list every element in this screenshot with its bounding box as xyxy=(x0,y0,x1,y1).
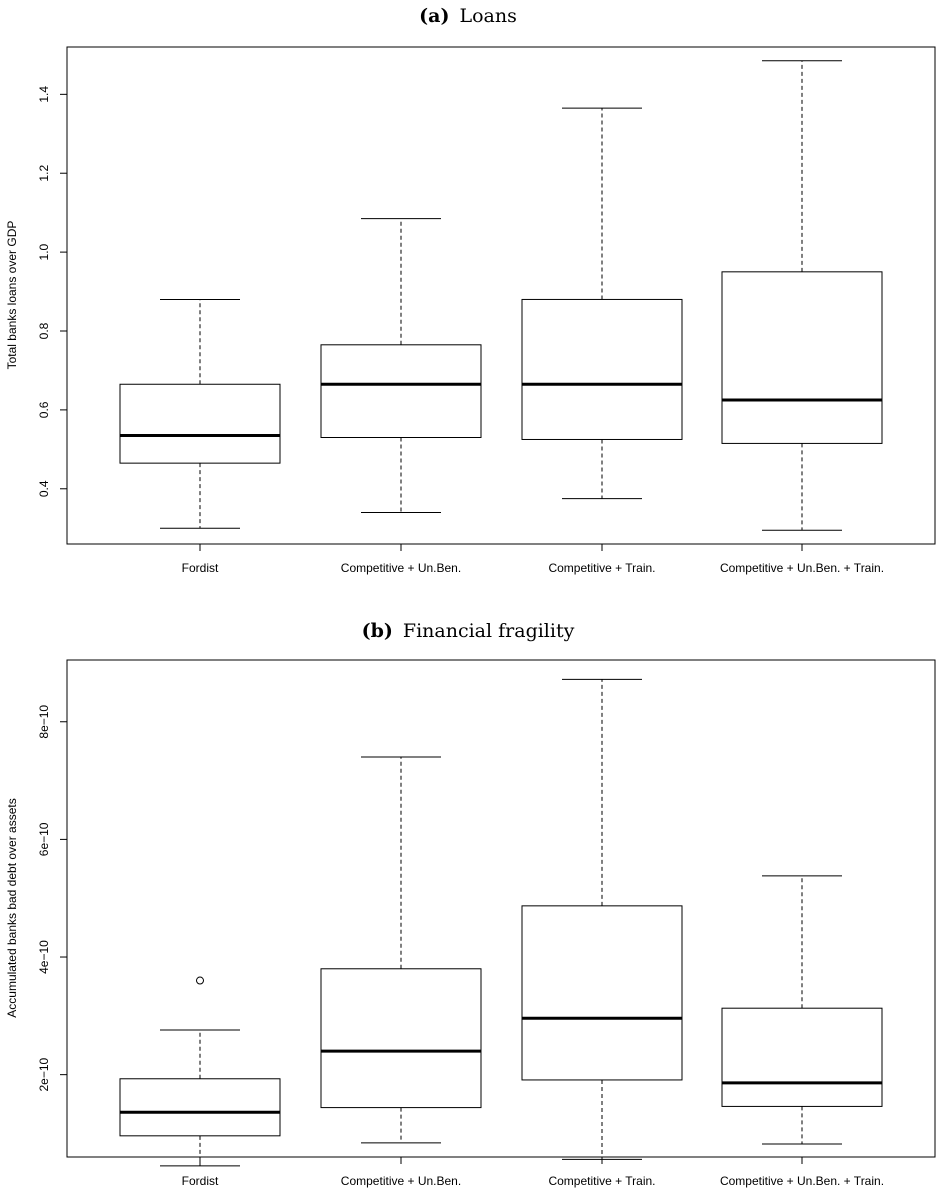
panel-a-box-3 xyxy=(521,107,683,500)
panel-a: (a) Loans Total banks loans over GDP 0.4… xyxy=(5,5,936,575)
panel-b-title: (b) Financial fragility xyxy=(362,620,575,642)
panel-b-title-text: Financial fragility xyxy=(403,620,575,642)
iqr-box xyxy=(721,271,883,444)
panel-b-y-tick-label: 6e−10 xyxy=(37,822,51,856)
panel-b-x-tick-label: Competitive + Un.Ben. xyxy=(341,1174,461,1188)
panel-a-y-tick-label: 0.8 xyxy=(37,322,51,339)
panel-b-box-4 xyxy=(721,875,883,1145)
panel-a-title-text: Loans xyxy=(459,5,516,27)
panel-b-x-axis: Fordist Competitive + Un.Ben. Competitive … xyxy=(182,1156,884,1188)
panel-a-y-tick-label: 1.4 xyxy=(37,86,51,103)
panel-a-boxes xyxy=(119,60,883,531)
iqr-box xyxy=(320,968,482,1109)
panel-a-box-1 xyxy=(119,298,281,529)
panel-b-box-1 xyxy=(119,976,281,1167)
iqr-box xyxy=(721,1007,883,1107)
panel-b-y-axis-label: Accumulated banks bad debt over assets xyxy=(5,798,19,1017)
iqr-box xyxy=(521,905,683,1081)
panel-a-box-4 xyxy=(721,60,883,531)
panel-a-x-tick-label: Competitive + Train. xyxy=(548,561,655,575)
iqr-box xyxy=(119,383,281,464)
panel-a-y-tick-label: 1.2 xyxy=(37,165,51,182)
panel-b-x-tick-label: Competitive + Train. xyxy=(548,1174,655,1188)
panel-b-y-tick-label: 8e−10 xyxy=(37,705,51,739)
panel-a-y-axis: 0.4 0.6 0.8 1.0 1.2 1.4 xyxy=(37,86,68,497)
panel-b: (b) Financial fragility Accumulated bank… xyxy=(5,620,936,1188)
panel-a-x-axis: Fordist Competitive + Un.Ben. Competitive … xyxy=(182,543,884,575)
iqr-box xyxy=(119,1078,281,1137)
panel-a-title: (a) Loans xyxy=(419,5,517,27)
iqr-box xyxy=(521,298,683,440)
panel-b-x-tick-label: Fordist xyxy=(182,1174,219,1188)
panel-a-y-tick-label: 0.4 xyxy=(37,480,51,497)
panel-b-boxes xyxy=(119,678,883,1167)
panel-a-label: (a) xyxy=(419,5,449,27)
panel-b-x-tick-label: Competitive + Un.Ben. + Train. xyxy=(720,1174,884,1188)
panel-b-box-2 xyxy=(320,756,482,1144)
panel-a-y-tick-label: 1.0 xyxy=(37,243,51,260)
panel-a-x-tick-label: Competitive + Un.Ben. xyxy=(341,561,461,575)
panel-a-x-tick-label: Competitive + Un.Ben. + Train. xyxy=(720,561,884,575)
panel-b-label: (b) xyxy=(362,620,393,642)
panel-a-y-tick-label: 0.6 xyxy=(37,401,51,418)
panel-b-y-axis: 2e−10 4e−10 6e−10 8e−10 xyxy=(37,705,68,1092)
outlier-point xyxy=(196,976,204,985)
panel-a-box-2 xyxy=(320,218,482,513)
panel-b-y-tick-label: 4e−10 xyxy=(37,940,51,974)
panel-a-y-axis-label: Total banks loans over GDP xyxy=(5,221,19,370)
panel-b-y-tick-label: 2e−10 xyxy=(37,1057,51,1091)
iqr-box xyxy=(320,344,482,438)
panel-b-box-3 xyxy=(521,678,683,1160)
panel-a-x-tick-label: Fordist xyxy=(182,561,219,575)
